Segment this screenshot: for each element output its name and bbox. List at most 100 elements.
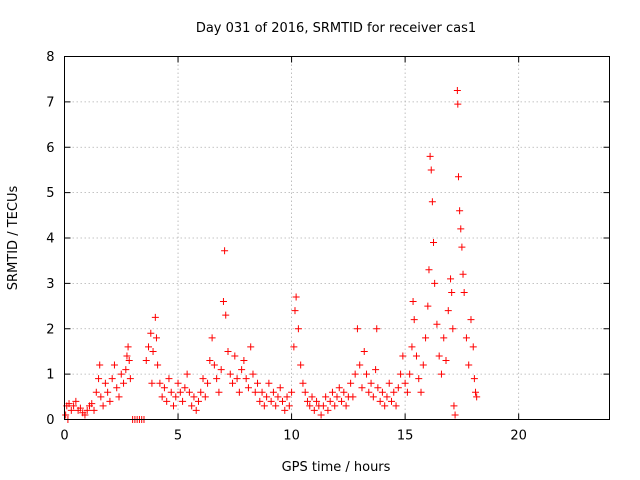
data-point <box>376 397 384 405</box>
data-point <box>435 352 443 360</box>
data-point <box>251 388 259 396</box>
data-point <box>430 239 438 247</box>
data-point <box>408 343 416 351</box>
data-point <box>238 366 246 374</box>
data-point <box>448 288 456 296</box>
data-point <box>276 384 284 392</box>
data-point <box>170 402 177 410</box>
data-point <box>313 397 321 405</box>
data-point <box>163 397 171 405</box>
data-point <box>221 247 229 255</box>
data-point <box>392 402 400 410</box>
data-point <box>104 388 112 396</box>
data-point <box>369 393 377 401</box>
data-point <box>185 388 193 396</box>
data-point <box>199 375 207 383</box>
data-point <box>360 347 368 355</box>
data-point <box>194 397 202 405</box>
data-point <box>356 361 364 369</box>
data-point <box>83 406 91 414</box>
data-point <box>467 316 475 324</box>
data-point <box>299 379 307 387</box>
data-point <box>340 388 348 396</box>
data-point <box>233 375 241 383</box>
data-point <box>92 388 100 396</box>
data-point <box>123 352 131 360</box>
data-point <box>342 402 350 410</box>
data-point <box>72 397 80 405</box>
data-point <box>291 307 299 315</box>
data-point <box>260 402 268 410</box>
data-point <box>108 375 116 383</box>
data-point <box>160 384 168 392</box>
data-point <box>99 402 107 410</box>
data-point <box>152 334 160 342</box>
x-tick-label: 0 <box>60 429 68 444</box>
data-point <box>449 325 457 333</box>
data-point <box>179 397 187 405</box>
data-point <box>176 388 184 396</box>
y-tick-label: 5 <box>46 186 54 201</box>
data-point <box>358 384 366 392</box>
data-point <box>333 393 341 401</box>
x-tick-labels: 0 5 10 15 20 <box>60 429 527 444</box>
data-point <box>181 384 189 392</box>
data-point <box>409 298 417 306</box>
data-point <box>90 406 98 414</box>
data-point <box>285 402 293 410</box>
data-point <box>390 388 398 396</box>
data-point <box>167 388 175 396</box>
data-point <box>367 379 375 387</box>
data-point <box>120 379 128 387</box>
data-point <box>154 361 162 369</box>
data-point <box>242 375 250 383</box>
chart-title: Day 031 of 2016, SRMTID for receiver cas… <box>196 21 476 36</box>
data-point <box>374 384 382 392</box>
data-point <box>401 379 409 387</box>
data-point <box>256 397 264 405</box>
data-point <box>383 393 391 401</box>
data-point <box>151 313 159 321</box>
data-point <box>148 379 156 387</box>
data-point <box>110 361 118 369</box>
data-point <box>267 397 275 405</box>
data-point <box>458 243 466 251</box>
y-tick-label: 7 <box>46 95 54 110</box>
data-point <box>269 388 277 396</box>
data-point <box>263 393 271 401</box>
data-point <box>473 393 481 401</box>
data-point <box>95 375 103 383</box>
data-point <box>428 198 436 206</box>
data-point <box>415 375 423 383</box>
data-point <box>470 375 478 383</box>
data-point <box>274 393 282 401</box>
data-point <box>324 406 332 414</box>
data-point <box>279 397 286 405</box>
data-point <box>292 293 300 301</box>
data-point <box>156 379 164 387</box>
data-point <box>347 379 355 387</box>
data-point <box>469 343 477 351</box>
y-tick-label: 3 <box>46 277 54 292</box>
data-point <box>303 397 311 405</box>
data-point <box>215 388 223 396</box>
data-point <box>101 379 109 387</box>
data-point <box>229 379 237 387</box>
data-point <box>465 361 473 369</box>
data-point <box>417 388 425 396</box>
data-point <box>353 325 361 333</box>
data-point <box>431 279 439 287</box>
axis-ticks <box>64 56 610 420</box>
data-point <box>419 361 427 369</box>
y-tick-label: 1 <box>46 368 54 383</box>
data-point <box>70 402 78 410</box>
data-point <box>126 375 134 383</box>
data-point <box>335 384 343 392</box>
data-point <box>76 404 84 412</box>
data-point <box>457 225 465 233</box>
data-point <box>462 334 470 342</box>
y-tick-label: 8 <box>46 50 54 65</box>
data-point <box>106 397 114 405</box>
data-point <box>258 388 266 396</box>
data-point <box>197 388 205 396</box>
